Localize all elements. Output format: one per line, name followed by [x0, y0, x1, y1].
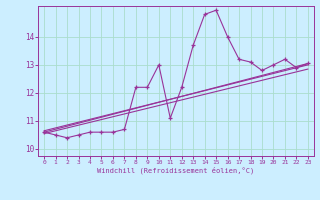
- X-axis label: Windchill (Refroidissement éolien,°C): Windchill (Refroidissement éolien,°C): [97, 167, 255, 174]
